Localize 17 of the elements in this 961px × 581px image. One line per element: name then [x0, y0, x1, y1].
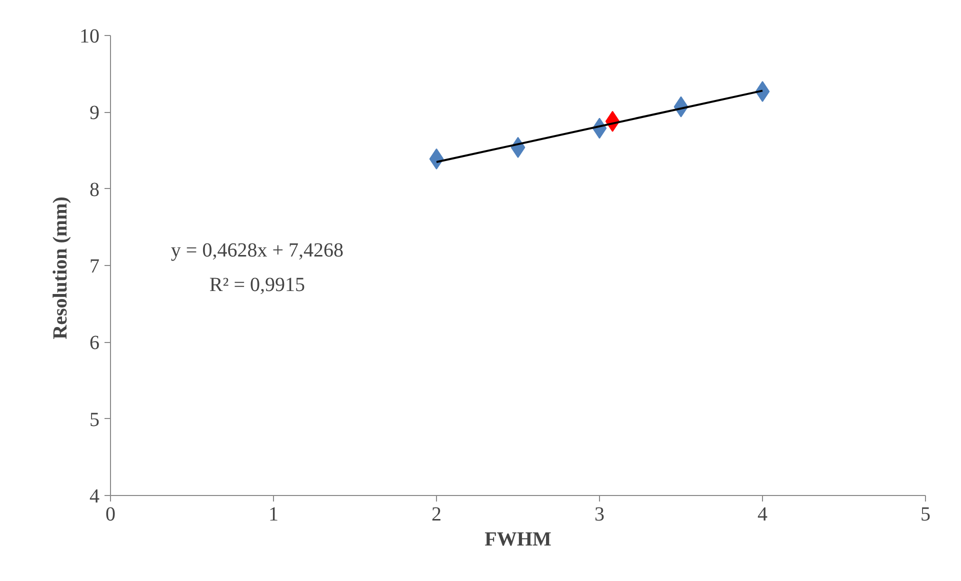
- x-tick-label: 1: [268, 504, 278, 526]
- y-tick-label: 4: [90, 486, 100, 508]
- y-tick-label: 6: [90, 332, 100, 354]
- annotation: y = 0,4628x + 7,4268: [170, 240, 344, 262]
- y-tick-label: 10: [80, 26, 100, 48]
- y-tick-label: 9: [90, 102, 100, 124]
- y-tick-label: 8: [90, 178, 100, 201]
- x-tick-label: 3: [594, 504, 604, 526]
- x-tick-label: 0: [106, 504, 116, 526]
- annotation: R² = 0,9915: [209, 274, 306, 296]
- y-axis-title: Resolution (mm): [50, 196, 72, 340]
- x-tick-label: 2: [432, 504, 442, 526]
- y-tick-label: 7: [90, 256, 100, 278]
- x-axis-title: FWHM: [484, 528, 552, 550]
- x-tick-label: 5: [920, 504, 930, 526]
- x-tick-label: 4: [758, 504, 768, 526]
- y-tick-label: 5: [90, 408, 100, 431]
